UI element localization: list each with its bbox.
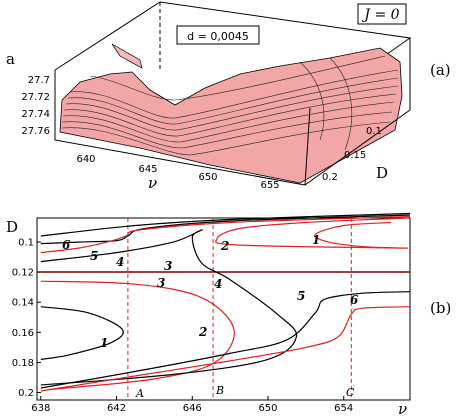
box-front-edges xyxy=(54,70,311,186)
y-tick-label: 0.18 xyxy=(12,358,34,369)
curve-number: 3 xyxy=(157,276,165,290)
j-label-box xyxy=(357,3,407,25)
d-label: d = 0,0045 xyxy=(187,30,249,43)
y-tick-label: 0.12 xyxy=(12,268,34,279)
z-ticks: 27.7 27.72 27.74 27.76 xyxy=(21,75,50,137)
x-tick-a: 640 xyxy=(76,154,95,165)
z-tick: 27.72 xyxy=(21,92,50,103)
curve-2-red xyxy=(215,217,409,249)
curve-numbers: 1 1 2 2 3 3 4 4 5 5 6 6 xyxy=(62,233,359,350)
curve-5-black xyxy=(40,291,411,389)
y-ticks-a: 0.1 0.15 0.2 xyxy=(322,126,382,183)
surface-contours xyxy=(61,55,399,156)
y-axis-label-a: D xyxy=(376,164,388,182)
y-tick-label: 0.14 xyxy=(12,298,34,309)
z-tick: 27.7 xyxy=(28,75,50,86)
y-tick-label: 0.2 xyxy=(18,388,34,399)
z-axis-label: a xyxy=(6,50,15,68)
y-tick-label: 0.1 xyxy=(18,238,34,249)
x-ticks-b: 638 642 646 650 654 xyxy=(31,396,353,414)
x-tick-a: 645 xyxy=(138,164,157,175)
panel-b-label: (b) xyxy=(430,299,451,317)
curve-number: 6 xyxy=(62,238,71,252)
x-tick-label: 654 xyxy=(334,403,353,414)
x-tick-label: 642 xyxy=(107,403,126,414)
curve-number: 3 xyxy=(164,259,172,273)
curve-4-black xyxy=(40,214,411,245)
surface-body xyxy=(59,47,403,184)
panel-a: J = 0 d = 0,0045 a 27.7 27.72 27.74 27.7… xyxy=(6,1,451,192)
surface-fold xyxy=(111,43,143,69)
z-tick: 27.74 xyxy=(21,109,50,120)
y-axis-label-b: D xyxy=(6,218,18,236)
plot-frame-b xyxy=(36,217,411,401)
panel-b: D ν (b) 0.10.120.140.160.180.2 638 642 646… xyxy=(6,212,451,417)
curve-number: 2 xyxy=(198,325,207,339)
curve-number: 4 xyxy=(214,277,222,291)
z-tick: 27.76 xyxy=(21,126,50,137)
x-tick-label: 646 xyxy=(183,403,202,414)
x-axis-label-b: ν xyxy=(398,400,407,417)
y-tick-a: 0.1 xyxy=(366,126,382,137)
x-tick-label: 650 xyxy=(258,403,277,414)
curve-number: 5 xyxy=(90,249,98,263)
y-tick-a: 0.15 xyxy=(344,150,366,161)
x-tick-a: 655 xyxy=(260,180,279,191)
ref-label-b: B xyxy=(215,384,224,397)
curve-6-red xyxy=(40,306,411,392)
curve-number: 5 xyxy=(297,289,305,303)
reference-lines xyxy=(127,218,352,400)
curve-number: 1 xyxy=(312,233,320,247)
curve-2-red xyxy=(40,280,235,391)
ref-label-a: A xyxy=(135,387,144,400)
curve-number: 1 xyxy=(100,336,108,350)
curve-4-red xyxy=(40,215,411,254)
x-ticks-a: 640 645 650 655 xyxy=(76,154,279,191)
d-label-box xyxy=(176,25,260,45)
x-axis-label-a: ν xyxy=(148,174,157,192)
curve-1-red xyxy=(314,221,401,249)
x-tick-label: 638 xyxy=(31,403,50,414)
curve-number: 6 xyxy=(350,293,359,307)
curve-number: 2 xyxy=(220,239,229,253)
y-tick-a: 0.2 xyxy=(322,172,338,183)
y-tick-label: 0.16 xyxy=(12,328,34,339)
j-label: J = 0 xyxy=(361,7,399,23)
x-tick-a: 650 xyxy=(198,172,217,183)
curve-number: 4 xyxy=(116,255,124,269)
panel-a-label: (a) xyxy=(430,61,451,79)
curve-1-black xyxy=(40,306,124,360)
curve-3-black xyxy=(40,229,298,386)
ref-label-c: C xyxy=(346,386,355,399)
box-bottom-right xyxy=(304,109,411,186)
curve-6-black xyxy=(40,212,411,237)
curves xyxy=(40,212,411,392)
